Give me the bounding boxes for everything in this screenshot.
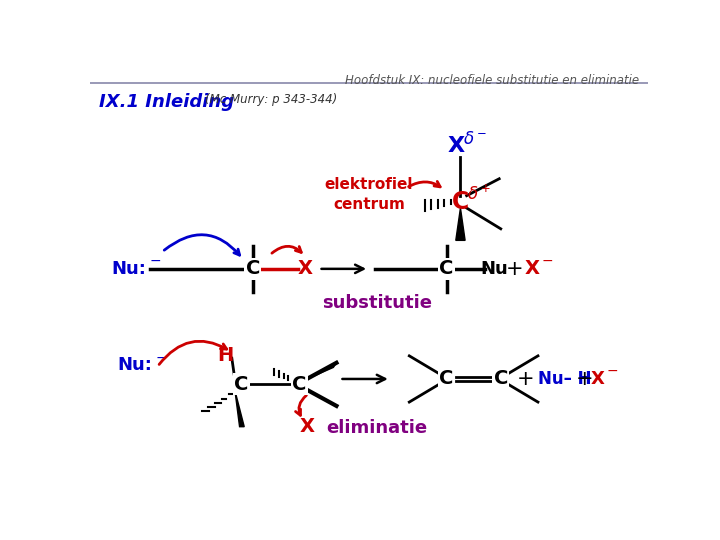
Text: +: + [517, 369, 534, 389]
Text: IX.1 Inleiding: IX.1 Inleiding [99, 92, 235, 111]
Text: C: C [234, 375, 248, 394]
Text: C: C [439, 369, 454, 388]
Text: Nu:: Nu: [112, 260, 147, 278]
Text: X: X [590, 370, 605, 388]
Text: (Mc Murry: p 343-344): (Mc Murry: p 343-344) [204, 93, 337, 106]
Text: C: C [439, 259, 454, 278]
Text: C: C [494, 369, 508, 388]
Text: C: C [246, 259, 260, 278]
Text: −: − [542, 254, 554, 268]
Text: $\delta^+$: $\delta^+$ [467, 185, 491, 204]
Text: C: C [452, 190, 469, 214]
Text: +: + [506, 259, 523, 279]
Polygon shape [456, 208, 465, 240]
Text: Nu– H: Nu– H [538, 370, 591, 388]
Text: substitutie: substitutie [322, 294, 432, 312]
Text: X: X [448, 137, 465, 157]
Text: Nu:: Nu: [117, 356, 152, 374]
Polygon shape [235, 390, 244, 427]
Text: X: X [300, 417, 315, 436]
Text: −: − [155, 350, 167, 365]
Text: elektrofiel
centrum: elektrofiel centrum [325, 177, 413, 212]
Text: H: H [217, 346, 234, 365]
Text: +: + [575, 369, 593, 389]
Text: X: X [298, 259, 313, 278]
Text: X: X [524, 259, 539, 278]
Text: −: − [607, 364, 618, 378]
Text: Hoofdstuk IX: nucleofiele substitutie en eliminatie: Hoofdstuk IX: nucleofiele substitutie en… [345, 74, 639, 87]
Text: C: C [292, 375, 307, 394]
Text: $\delta^-$: $\delta^-$ [463, 130, 487, 148]
Text: eliminatie: eliminatie [326, 419, 427, 437]
Text: Nu: Nu [481, 260, 508, 278]
Text: −: − [150, 254, 161, 268]
Polygon shape [305, 363, 336, 380]
